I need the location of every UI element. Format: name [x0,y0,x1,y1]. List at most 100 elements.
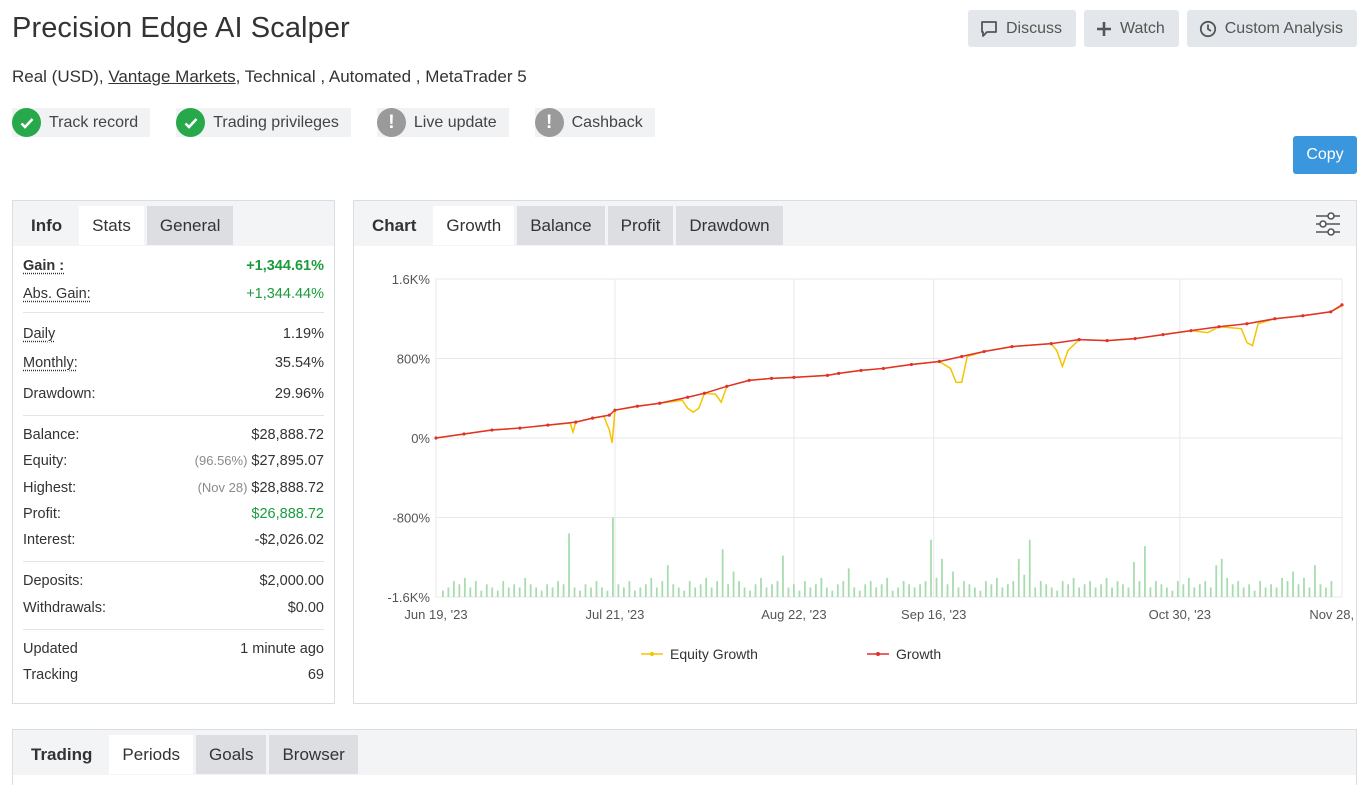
stat-label: Withdrawals: [23,600,106,616]
discuss-label: Discuss [1006,20,1062,38]
settings-sliders-icon[interactable] [1314,211,1342,237]
clock-icon [1199,20,1217,38]
volume-bar [1034,587,1036,597]
volume-bar [442,591,444,597]
volume-bar [892,591,894,597]
stat-updated: Updated 1 minute ago [23,630,324,662]
volume-bar [1287,581,1289,597]
x-tick-label: Jun 19, '23 [404,607,467,622]
series-point [1340,303,1343,306]
volume-bar [958,587,960,597]
stat-label: Profit: [23,506,61,522]
y-tick-label: 1.6K% [392,272,431,287]
volume-bar [1298,584,1300,597]
tab-balance[interactable]: Balance [517,206,604,245]
stat-value: 1.19% [283,326,324,342]
badge-track-record: Track record [12,108,150,137]
chart-panel: Chart Growth Balance Profit Drawdown 1.6… [353,200,1357,704]
series-point [882,367,885,370]
volume-bar [1051,587,1053,597]
stat-label[interactable]: Monthly: [23,355,78,371]
stats-tabs: Info Stats General [13,201,334,246]
tab-trading[interactable]: Trading [13,735,106,774]
tab-stats[interactable]: Stats [79,206,144,245]
tab-drawdown[interactable]: Drawdown [676,206,782,245]
volume-bar [491,587,493,597]
volume-bar [650,578,652,597]
volume-bar [447,587,449,597]
volume-bar [727,584,729,597]
stat-tracking: Tracking 69 [23,662,324,688]
series-point [686,396,689,399]
volume-bar [596,581,598,597]
copy-button[interactable]: Copy [1293,136,1357,174]
volume-bar [574,587,576,597]
volume-bar [749,591,751,597]
volume-bar [1001,587,1003,597]
volume-bar [870,581,872,597]
custom-analysis-button[interactable]: Custom Analysis [1187,10,1357,47]
volume-bar [579,591,581,597]
volume-bar [563,584,565,597]
volume-bar [793,584,795,597]
volume-bar [502,581,504,597]
volume-bar [1171,591,1173,597]
series-point [837,372,840,375]
stat-withdrawals: Withdrawals: $0.00 [23,594,324,621]
stat-equity: Equity: (96.56%) $27,895.07 [23,448,324,474]
volume-bar [1073,578,1075,597]
volume-bar [628,581,630,597]
volume-bar [546,584,548,597]
watch-label: Watch [1120,20,1165,38]
volume-bar [842,581,844,597]
series-point [1050,342,1053,345]
tab-browser[interactable]: Browser [269,735,357,774]
volume-bar [1265,587,1267,597]
stat-label[interactable]: Abs. Gain: [23,286,91,302]
tab-growth[interactable]: Growth [433,206,514,245]
volume-bar [990,584,992,597]
stat-label[interactable]: Daily [23,326,55,342]
volume-bar [700,584,702,597]
tab-goals[interactable]: Goals [196,735,266,774]
volume-bar [1254,591,1256,597]
volume-bar [618,584,620,597]
volume-bar [541,591,543,597]
volume-bar [585,584,587,597]
tab-general[interactable]: General [147,206,233,245]
series-point [1161,333,1164,336]
volume-bar [497,591,499,597]
volume-bar [689,581,691,597]
volume-bar [464,578,466,597]
volume-bar [777,581,779,597]
volume-bar [1100,584,1102,597]
volume-bar [1095,587,1097,597]
tab-periods[interactable]: Periods [109,735,193,774]
volume-bar [1237,581,1239,597]
volume-bar [820,578,822,597]
tab-chart[interactable]: Chart [354,206,430,245]
tab-profit[interactable]: Profit [608,206,674,245]
volume-bar [815,584,817,597]
stat-label[interactable]: Gain : [23,258,64,274]
series-point [960,355,963,358]
badge-label: Trading privileges [213,114,339,132]
volume-bar [952,572,954,597]
volume-bar [760,578,762,597]
series-point [748,379,751,382]
volume-bar [557,581,559,597]
badges: Track record Trading privileges ! Live u… [12,108,655,137]
series-point [1245,322,1248,325]
series-point [1010,345,1013,348]
series-point [1273,317,1276,320]
stat-value: $26,888.72 [251,506,324,522]
broker-link[interactable]: Vantage Markets [108,67,235,86]
discuss-button[interactable]: Discuss [968,10,1076,47]
volume-bar [1045,584,1047,597]
tab-info[interactable]: Info [13,206,76,245]
volume-bar [1018,559,1020,597]
x-tick-label: Jul 21, '23 [586,607,645,622]
watch-button[interactable]: Watch [1084,10,1179,47]
stat-value: 35.54% [275,355,324,371]
volume-bar [661,581,663,597]
